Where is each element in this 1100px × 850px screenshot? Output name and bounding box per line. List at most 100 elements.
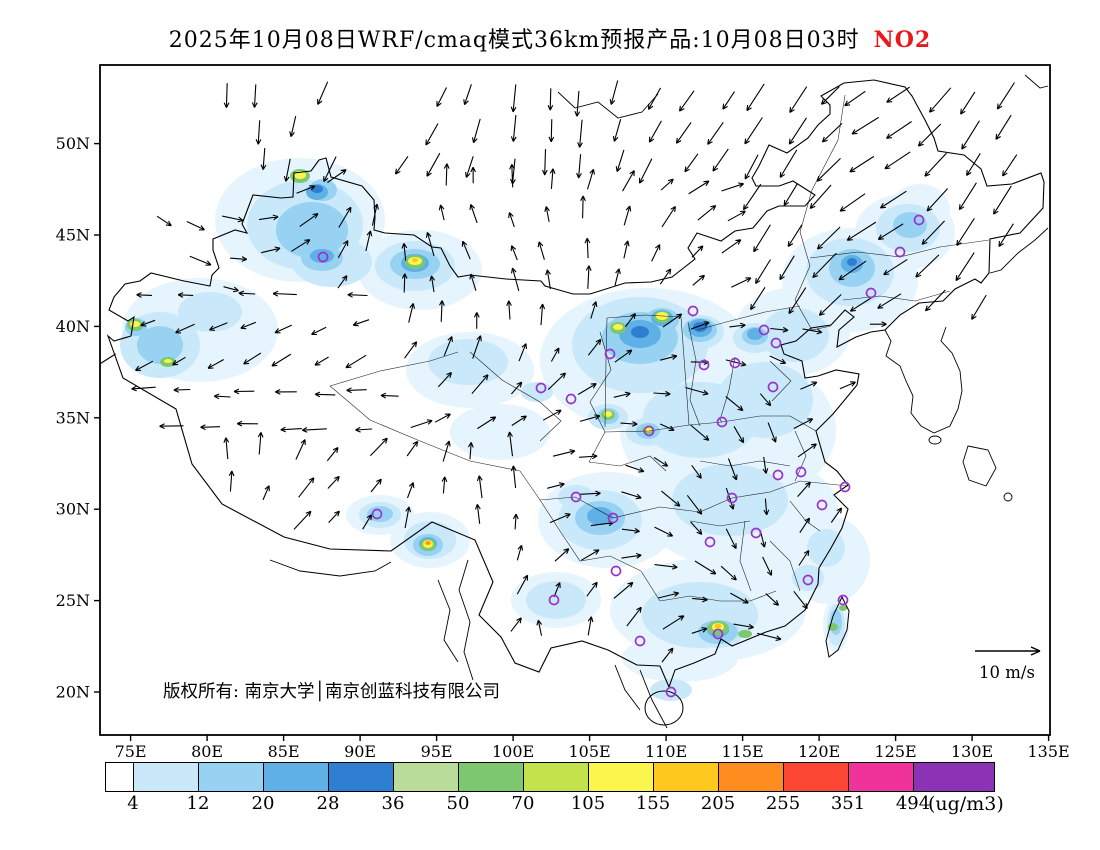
copyright-text: 版权所有: 南京大学│南京创蓝科技有限公司 [163, 680, 500, 702]
colorbar-tick-labels: 4 12 20 28 36 50 70 105 155 205 255 351 494 [0, 793, 1100, 819]
province-boundary [794, 94, 846, 301]
colorbar-cell [719, 763, 784, 791]
coastline-path [1024, 74, 1049, 89]
map-frame [99, 64, 1051, 736]
city-marker [665, 686, 677, 698]
city-marker [839, 481, 851, 493]
city-marker [802, 574, 814, 586]
province-boundary [794, 299, 832, 331]
colorbar-cell [784, 763, 849, 791]
city-marker [772, 469, 784, 481]
contour-patch [428, 339, 508, 385]
taiwan-island [825, 595, 850, 658]
colorbar-cell [264, 763, 329, 791]
city-marker [770, 337, 782, 349]
wind-vector-field [100, 80, 1018, 663]
contour-patch [426, 541, 430, 545]
title-pollutant: NO2 [873, 27, 932, 53]
contour-patch [276, 202, 348, 258]
coastline-path [639, 669, 668, 729]
province-boundary [794, 430, 807, 482]
colorbar-tick-label: 105 [570, 793, 606, 814]
contour-patch [738, 630, 752, 638]
city-marker [913, 214, 925, 226]
lat-label: 30N [56, 500, 90, 519]
lon-label: 115E [721, 742, 763, 760]
lat-label: 45N [56, 226, 90, 245]
colorbar-cell [849, 763, 914, 791]
forecast-map: 50N 45N 40N 35N 30N 25N 20N 75E 80E 85E 90E 95E 100… [56, 64, 1070, 760]
colorbar-tick-label: 205 [700, 793, 736, 814]
city-marker [565, 393, 577, 405]
province-boundary [687, 321, 701, 427]
colorbar-unit: (ug/m3) [928, 793, 1004, 815]
contour-patch [807, 529, 845, 567]
contour-patch [613, 324, 623, 330]
wind-scale-legend: 10 m/s [975, 646, 1041, 682]
colorbar-tick-label: 255 [765, 793, 801, 814]
coastline-path [557, 91, 659, 119]
province-boundary [688, 415, 790, 426]
city-marker [643, 425, 655, 437]
lat-label: 50N [56, 134, 90, 153]
province-boundary [689, 520, 751, 527]
latitude-axis: 50N 45N 40N 35N 30N 25N 20N [56, 134, 90, 701]
contour-patch [130, 321, 140, 327]
colorbar-tick-label: 50 [446, 793, 470, 814]
city-marker [704, 536, 716, 548]
lon-label: 120E [798, 742, 840, 760]
province-boundary [769, 540, 801, 592]
contour-patch [164, 359, 172, 363]
province-boundary [769, 360, 792, 402]
province-boundary [606, 314, 682, 319]
kyushu-island [962, 445, 997, 487]
city-marker [371, 508, 383, 520]
colorbar-cell [589, 763, 654, 791]
colorbar-tick-label: 28 [316, 793, 340, 814]
province-boundary [604, 317, 608, 428]
city-marker [816, 499, 828, 511]
province-boundary [842, 290, 951, 302]
city-marker [750, 527, 762, 539]
province-boundary [680, 316, 690, 426]
contour-patch [412, 258, 418, 262]
city-marker [698, 359, 710, 371]
province-boundary [696, 305, 801, 331]
contour-patch [839, 605, 847, 611]
city-marker [687, 305, 699, 317]
contour-patch [137, 326, 183, 364]
lon-label: 90E [344, 742, 376, 760]
lon-label: 130E [951, 742, 993, 760]
city-marker [716, 416, 728, 428]
colorbar-tick-label: 70 [511, 793, 535, 814]
province-boundary [588, 455, 667, 472]
city-marker [758, 324, 770, 336]
coastline-path [269, 559, 392, 577]
colorbar-cell [199, 763, 264, 791]
colorbar-cell [329, 763, 394, 791]
colorbar-cell [914, 763, 994, 791]
contour-patch [792, 565, 824, 591]
coastline-path [884, 326, 963, 434]
contour-patch [310, 249, 334, 263]
province-boundary [699, 460, 791, 467]
coastlines-and-borders [106, 74, 1049, 729]
province-boundary [329, 385, 521, 472]
colorbar-cell [459, 763, 524, 791]
colorbar-tick-label: 20 [251, 793, 275, 814]
colorbar-tick-label: 4 [127, 793, 139, 814]
colorbar-cell [134, 763, 199, 791]
colorbar-tick-label: 155 [635, 793, 671, 814]
lon-label: 85E [268, 742, 300, 760]
lon-label: 75E [115, 742, 147, 760]
province-boundary [739, 520, 752, 592]
city-marker [795, 466, 807, 478]
province-boundary [559, 530, 642, 572]
city-markers [317, 214, 925, 698]
province-boundary [604, 424, 690, 433]
lon-label: 135E [1027, 742, 1069, 760]
contour-patch [450, 404, 550, 460]
city-marker [712, 628, 724, 640]
coastline-path [458, 559, 474, 681]
